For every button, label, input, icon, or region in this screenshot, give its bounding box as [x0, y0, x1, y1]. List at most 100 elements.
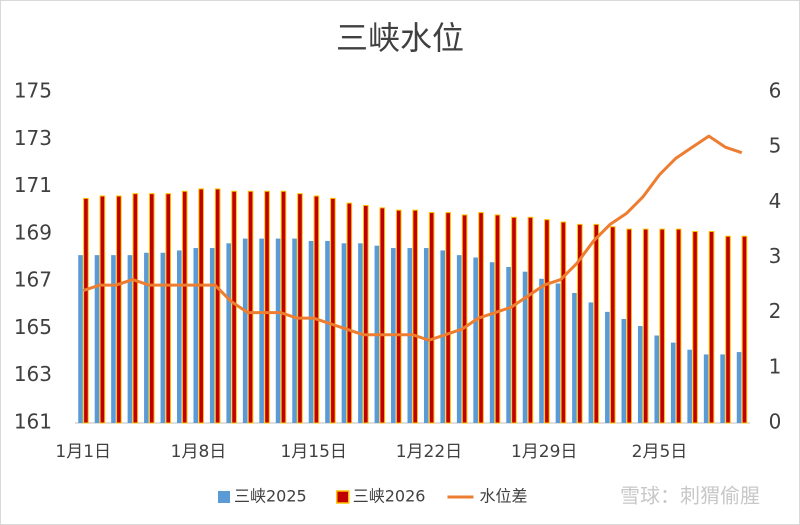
bar [177, 250, 182, 423]
bar [330, 197, 336, 424]
bar [489, 262, 495, 423]
bar [741, 235, 748, 424]
bar [725, 235, 731, 424]
bar [395, 209, 402, 424]
bar [572, 292, 577, 423]
legend-label: 三峡2026 [353, 487, 426, 506]
bar [214, 188, 221, 424]
y-tick-label: 167 [14, 268, 52, 292]
legend-swatch [218, 491, 230, 503]
bar [148, 193, 155, 424]
y-tick-label: 165 [14, 315, 52, 339]
y2-tick-label: 2 [769, 299, 782, 323]
y2-tick-label: 0 [769, 410, 782, 434]
bar [637, 326, 643, 423]
bar [593, 223, 600, 424]
x-tick-label: 2月5日 [632, 442, 688, 462]
bar [428, 212, 435, 424]
bar [94, 255, 100, 423]
bar [132, 193, 139, 424]
bar [720, 354, 725, 423]
bar [99, 195, 106, 424]
y-tick-label: 175 [14, 79, 52, 103]
chart-title: 三峡水位 [336, 19, 464, 57]
bar [209, 248, 215, 423]
y2-tick-label: 5 [769, 134, 782, 158]
bar [675, 228, 682, 424]
bar [127, 255, 133, 423]
x-tick-label: 1月29日 [511, 442, 577, 462]
bar [379, 207, 386, 424]
bar [242, 238, 248, 423]
y-tick-label: 161 [14, 410, 52, 434]
bar [325, 240, 330, 423]
bar [494, 214, 501, 424]
bar [461, 214, 468, 424]
bar [687, 349, 692, 423]
bar [116, 195, 122, 424]
bar [555, 283, 561, 423]
x-tick-label: 1月1日 [55, 442, 111, 462]
y2-tick-label: 1 [769, 354, 782, 378]
bar [560, 221, 567, 424]
bar [544, 219, 550, 424]
y2-tick-label: 6 [769, 79, 782, 103]
bar [193, 248, 199, 423]
bar [341, 243, 347, 423]
bar [473, 257, 478, 423]
bar [412, 209, 418, 424]
bar [160, 252, 166, 423]
bar [703, 354, 709, 423]
bar [226, 243, 232, 423]
bar [275, 238, 281, 423]
x-tick-label: 1月8日 [171, 442, 227, 462]
x-tick-label: 1月15日 [280, 442, 346, 462]
bar [165, 193, 172, 424]
bar [654, 335, 660, 423]
y-tick-label: 171 [14, 173, 52, 197]
y-tick-label: 169 [14, 220, 52, 244]
bar [692, 230, 698, 424]
bar [292, 238, 297, 423]
y-tick-label: 163 [14, 362, 52, 386]
watermark: 雪球：刺猬偷腥 [620, 484, 760, 508]
bar [511, 216, 517, 424]
bar [506, 266, 511, 423]
bar [588, 302, 594, 423]
x-tick-label: 1月22日 [396, 442, 462, 462]
bar [259, 238, 264, 423]
bar [659, 228, 665, 424]
bar [708, 230, 715, 424]
line [82, 134, 743, 342]
bar [670, 342, 676, 423]
bar [313, 195, 320, 424]
bar [626, 228, 633, 424]
bar [445, 212, 451, 424]
bar [83, 197, 89, 424]
bar [111, 255, 116, 423]
bar [642, 228, 649, 424]
bar [264, 190, 270, 424]
bar [308, 240, 314, 423]
legend-label: 三峡2025 [234, 487, 307, 506]
y2-tick-label: 3 [769, 244, 782, 268]
y2-tick-label: 4 [769, 189, 782, 213]
bar [181, 190, 188, 424]
bar [363, 204, 369, 424]
bar [198, 188, 204, 424]
bar [539, 278, 544, 423]
bar [527, 216, 534, 424]
legend-swatch [335, 490, 350, 504]
legend-label: 水位差 [479, 487, 527, 506]
bar [231, 190, 237, 424]
bar [522, 271, 528, 423]
bar [605, 311, 610, 423]
bar [456, 255, 462, 423]
bar [247, 190, 254, 424]
bar [736, 352, 742, 423]
bar [577, 223, 583, 424]
bar [346, 202, 353, 424]
bar [78, 255, 83, 423]
bar [280, 190, 287, 424]
